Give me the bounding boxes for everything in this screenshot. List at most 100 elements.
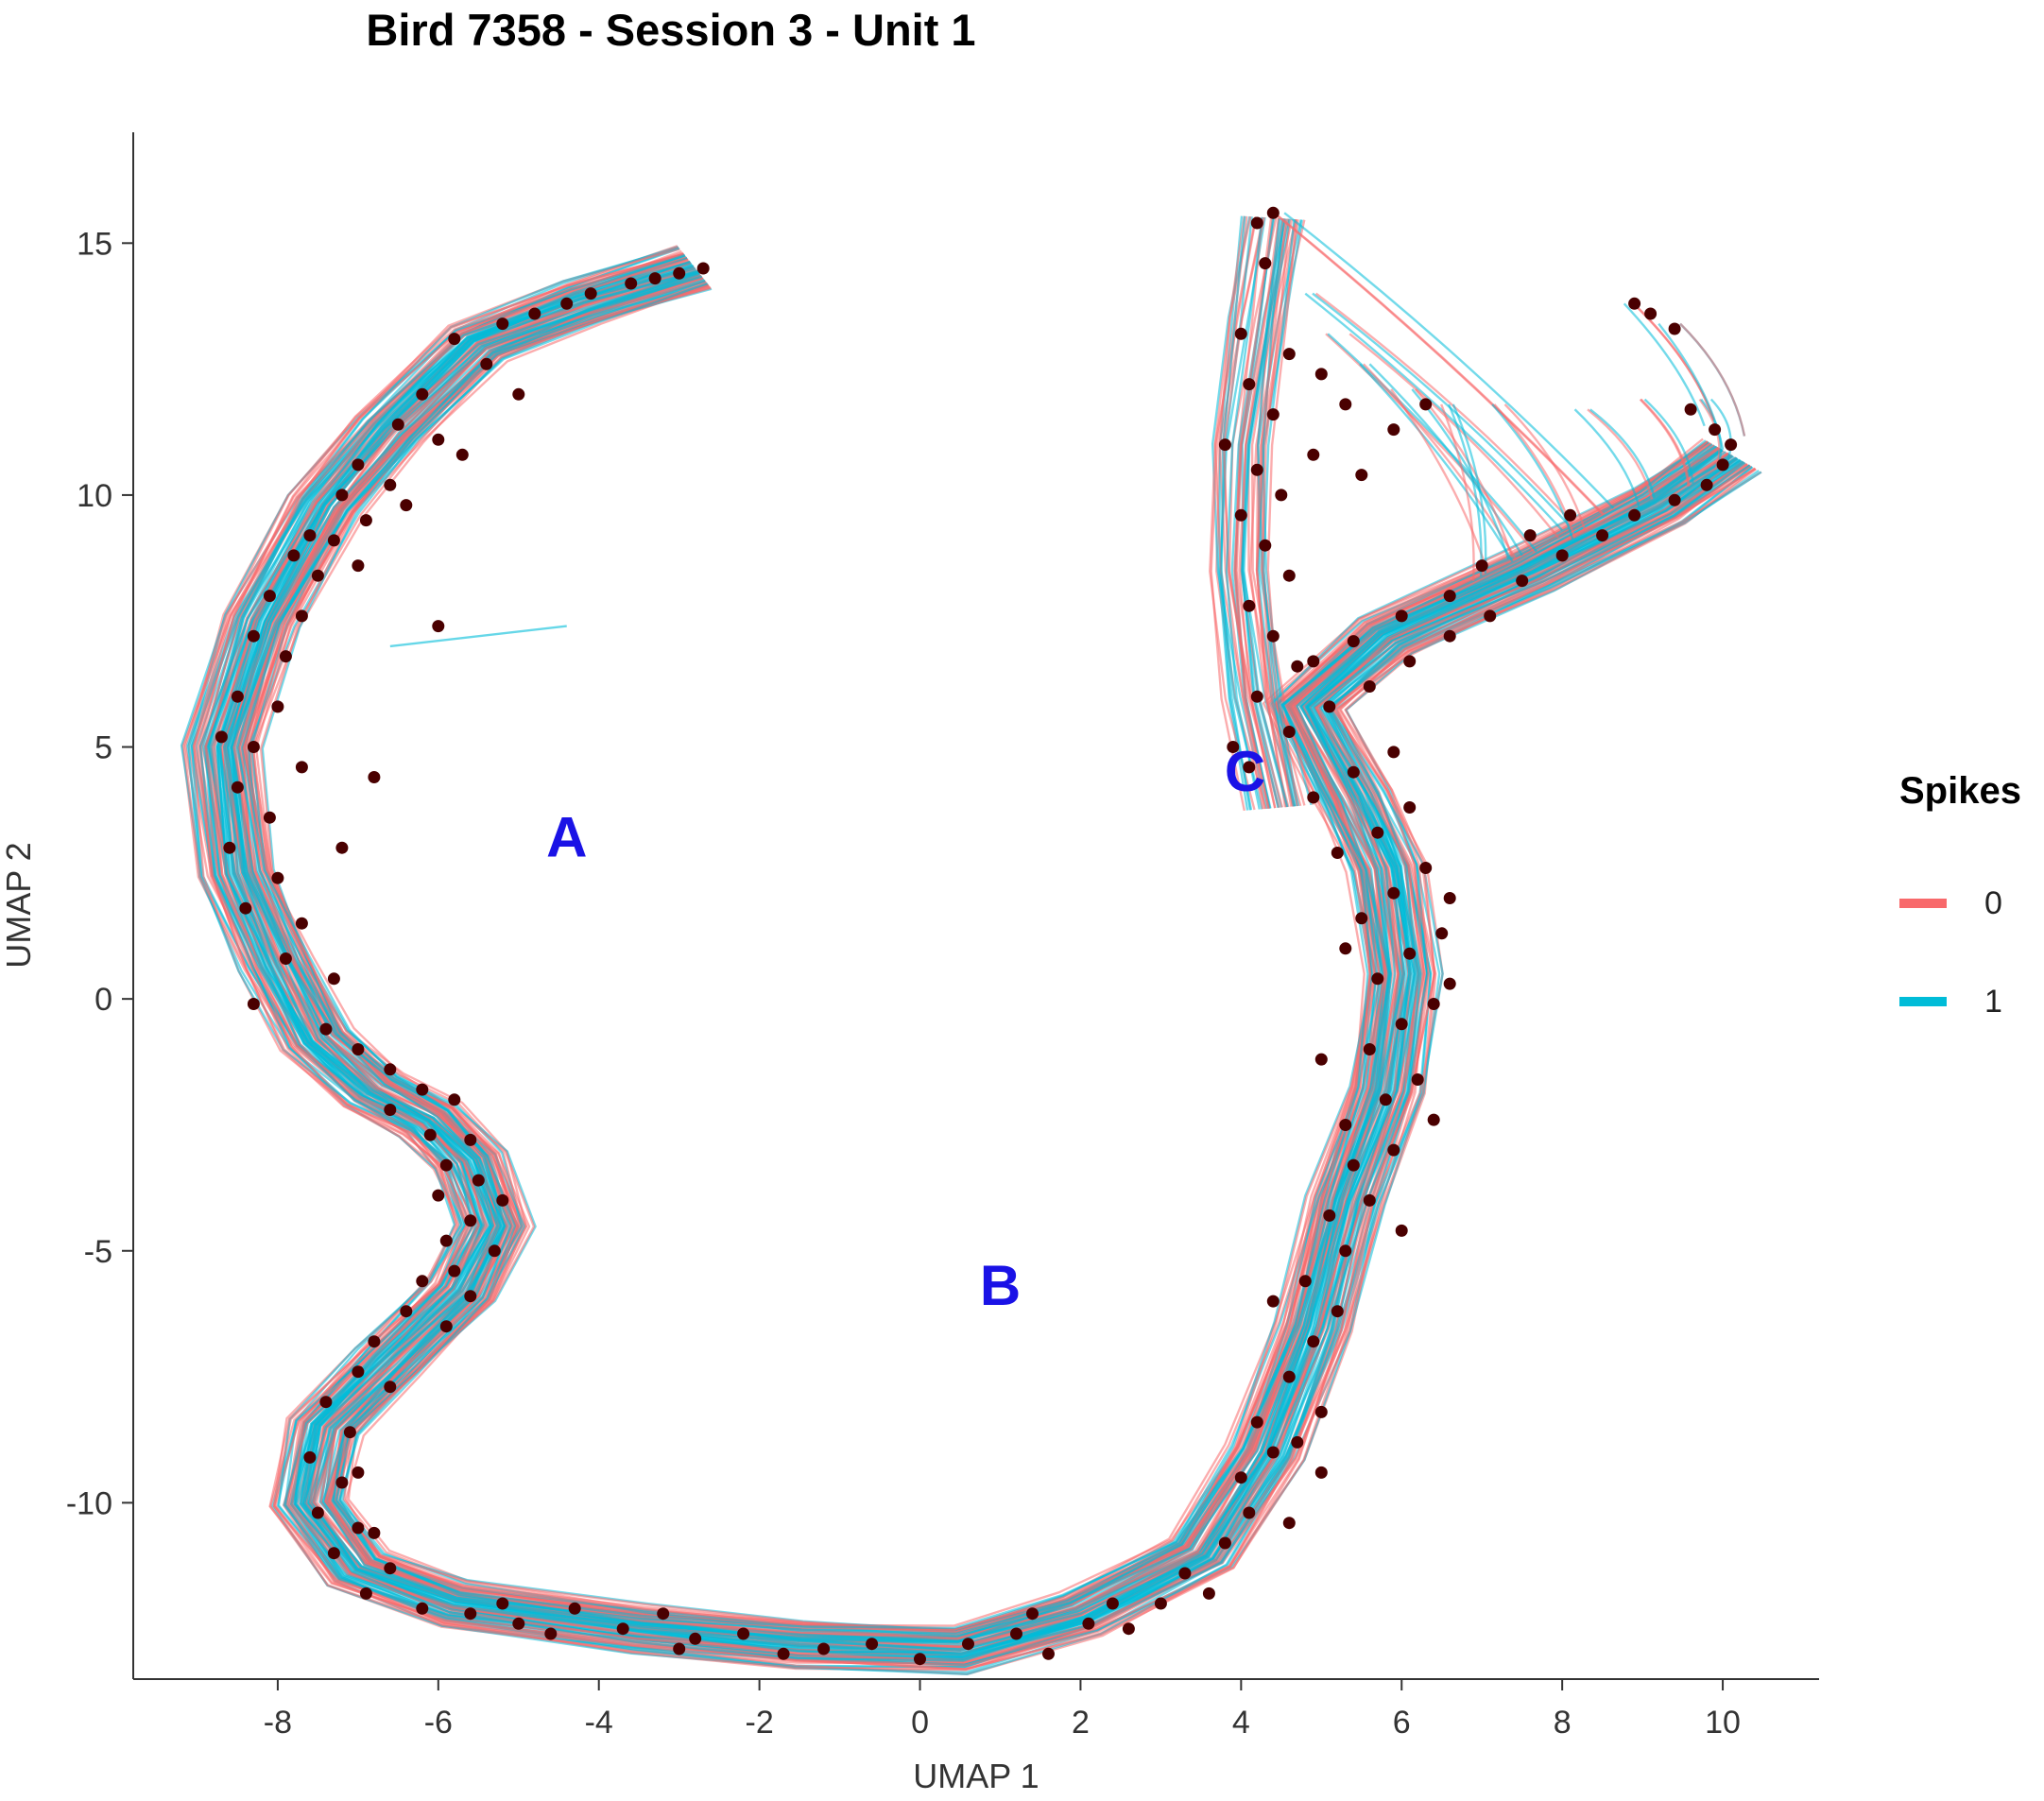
fan-line — [1589, 408, 1656, 498]
fan-line — [1325, 333, 1536, 554]
trajectory-line-spikes-0 — [241, 275, 1723, 1643]
spike-point — [1371, 972, 1384, 986]
spike-point — [295, 761, 308, 774]
trajectory-line-spikes-0 — [254, 285, 1712, 1634]
spike-point — [423, 1128, 437, 1141]
trajectory-line-spikes-1 — [231, 275, 1716, 1638]
spike-point — [352, 1521, 365, 1535]
spike-point — [1106, 1597, 1119, 1610]
x-tick-label: 10 — [1705, 1705, 1741, 1741]
trajectory-line-spikes-0 — [204, 262, 1733, 1652]
trajectory-line-spikes-0 — [251, 282, 1712, 1635]
spike-point — [496, 1597, 509, 1610]
axis-ticks: -8 -6 -4 -2 0 2 4 6 8 10 -10 -5 0 5 10 15 — [66, 226, 1741, 1741]
spike-point — [1307, 1335, 1320, 1348]
spike-point — [352, 559, 365, 573]
trajectory-line-spikes-1 — [201, 261, 1738, 1655]
spike-point — [359, 1587, 372, 1600]
spike-point — [327, 972, 340, 986]
spike-point — [1218, 438, 1231, 452]
spike-point — [263, 811, 276, 824]
spike-point — [1355, 912, 1368, 925]
spike-point — [1307, 791, 1320, 804]
spike-point — [1427, 1113, 1440, 1126]
region-label-b: B — [980, 1254, 1021, 1317]
trajectory-line-spikes-1 — [261, 287, 1710, 1633]
spike-point — [295, 917, 308, 930]
trajectory-line-spikes-0 — [225, 271, 1720, 1640]
trajectory-line-spikes-1 — [234, 271, 1730, 1649]
trajectory-line-spikes-1 — [215, 261, 1745, 1662]
x-tick-label: -8 — [264, 1705, 292, 1741]
spike-point — [496, 317, 509, 331]
spike-point — [352, 1466, 365, 1479]
spike-point — [496, 1193, 509, 1207]
trajectory-line-spikes-0 — [198, 251, 1753, 1668]
spike-point — [1266, 1295, 1280, 1308]
spike-point — [1314, 1053, 1328, 1066]
y-tick-label: 15 — [77, 226, 112, 262]
spike-point — [416, 1602, 429, 1615]
spike-point — [311, 569, 324, 582]
spike-point — [1347, 1158, 1360, 1172]
spike-point — [1323, 700, 1336, 713]
spike-point — [1443, 629, 1456, 643]
spike-point — [368, 771, 381, 783]
spike-point — [1243, 599, 1256, 612]
trajectory-line-spikes-0 — [244, 283, 1704, 1627]
spike-point — [1443, 590, 1456, 603]
trajectory-line-spikes-0 — [241, 283, 1710, 1632]
spike-point — [1387, 886, 1400, 900]
fan-line — [1493, 403, 1576, 539]
spike-point — [455, 448, 469, 461]
spike-point — [1435, 927, 1449, 940]
trajectory-line-spikes-1 — [237, 280, 1709, 1632]
spike-point — [1282, 569, 1296, 582]
spike-point — [544, 1627, 558, 1640]
spike-point — [1314, 368, 1328, 381]
spike-point — [439, 1320, 453, 1333]
x-tick-label: -4 — [585, 1705, 613, 1741]
spike-point — [1628, 297, 1641, 310]
trajectory-line-spikes-0 — [194, 256, 1744, 1660]
x-tick-label: 4 — [1232, 1705, 1250, 1741]
spike-point — [1298, 1275, 1312, 1288]
spike-point — [1010, 1627, 1022, 1640]
region-label-c: C — [1225, 740, 1265, 803]
spike-point — [391, 418, 404, 431]
trajectory-line-spikes-1 — [231, 275, 1723, 1643]
fan-line — [1640, 398, 1691, 487]
spike-point — [657, 1607, 670, 1621]
trajectory-line-spikes-1 — [204, 256, 1751, 1666]
stray-line — [389, 625, 567, 648]
spike-point — [817, 1642, 831, 1655]
spike-point — [1282, 348, 1296, 361]
fan-line — [1359, 363, 1514, 562]
trajectory-line-spikes-1 — [204, 257, 1742, 1658]
spike-point — [1331, 1305, 1344, 1318]
spike-point — [1443, 977, 1456, 990]
spike-point — [1227, 741, 1240, 753]
fan-line — [1573, 408, 1640, 508]
spike-point — [1716, 458, 1729, 472]
trajectory-line-spikes-1 — [232, 275, 1724, 1643]
spike-point — [1266, 629, 1280, 643]
trajectory-line-spikes-0 — [249, 286, 1709, 1631]
spike-point — [1275, 489, 1288, 502]
legend-swatch-0 — [1899, 899, 1947, 908]
y-tick-label: -5 — [84, 1234, 112, 1270]
spike-point — [1363, 1193, 1376, 1207]
legend-swatch-1 — [1899, 997, 1947, 1006]
spike-point — [1026, 1607, 1039, 1621]
spike-point — [1243, 378, 1256, 391]
trajectory-line-spikes-1 — [217, 269, 1724, 1644]
spike-point — [247, 629, 260, 643]
trajectory-line-spikes-1 — [185, 247, 1754, 1669]
fan-line — [1440, 403, 1475, 581]
trajectory-line-spikes-0 — [182, 246, 1756, 1671]
spike-point — [1403, 801, 1417, 814]
spike-point — [359, 514, 372, 527]
spike-point — [1475, 559, 1488, 573]
trajectory-line-spikes-1 — [244, 283, 1709, 1632]
trajectory-line-spikes-0 — [192, 248, 1762, 1676]
